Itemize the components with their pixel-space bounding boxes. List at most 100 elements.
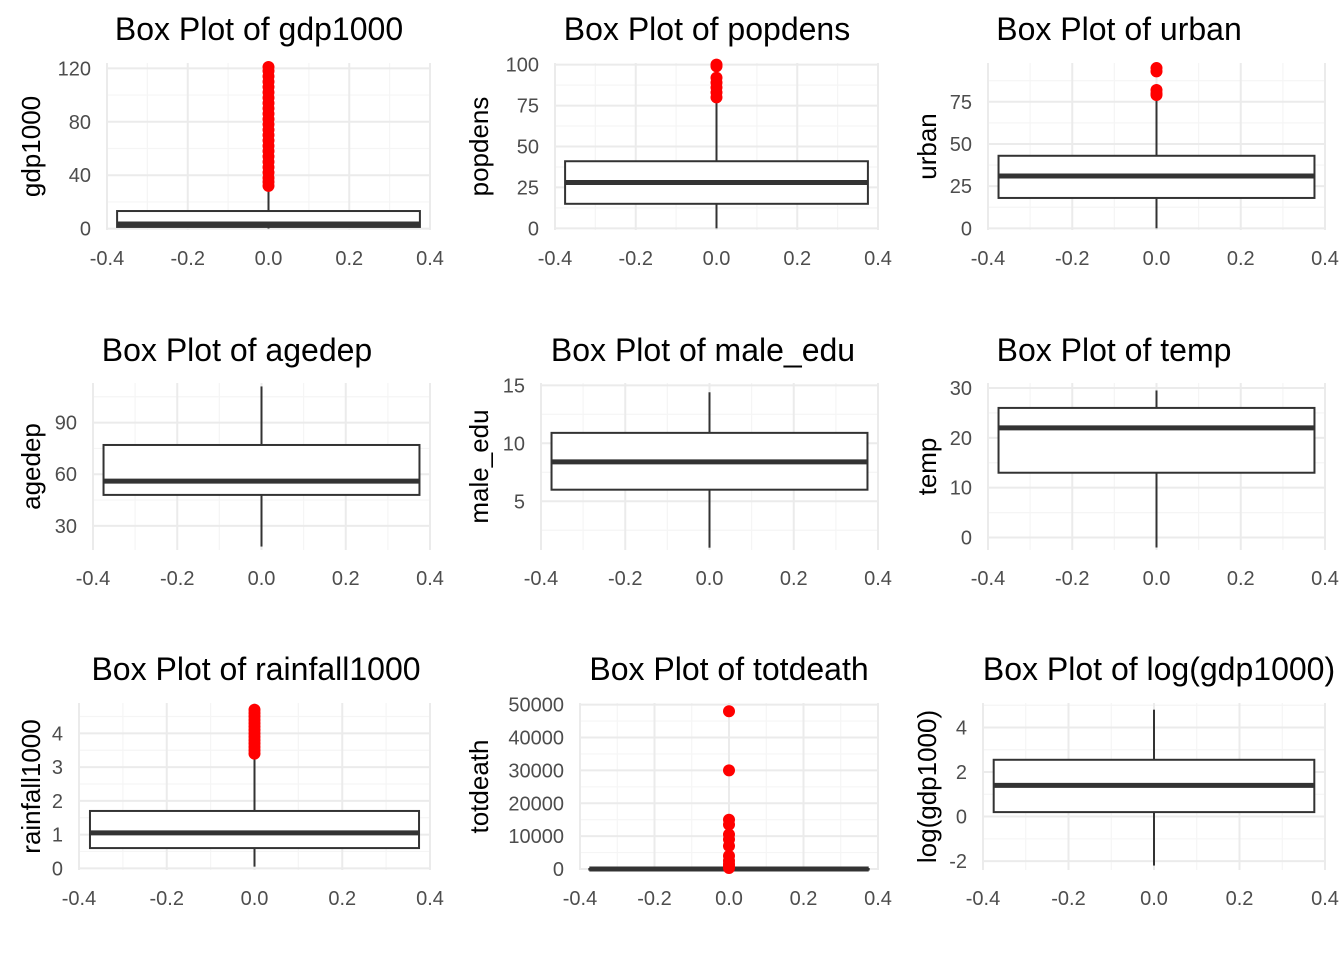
y-tick-label: 4 — [52, 723, 63, 745]
box — [88, 809, 421, 850]
x-tick-label: 0.2 — [780, 568, 808, 590]
x-tick-label: 0.4 — [1311, 248, 1339, 270]
x-tick-label: 0.0 — [1143, 248, 1171, 270]
x-tick-label: -0.2 — [619, 248, 653, 270]
y-tick-label: 80 — [69, 112, 91, 134]
y-tick-label: 50 — [950, 134, 972, 156]
y-tick-label: 0 — [961, 528, 972, 550]
y-axis-label: urban — [912, 113, 942, 180]
y-tick-label: 0 — [80, 219, 91, 241]
outlier-point — [723, 849, 735, 862]
box — [102, 443, 421, 496]
y-tick-label: 10000 — [508, 826, 564, 848]
x-tick-label: -0.2 — [608, 568, 642, 590]
y-axis-label: totdeath — [464, 740, 494, 834]
panel-title: Box Plot of male_edu — [551, 332, 855, 368]
y-tick-label: 30000 — [508, 760, 564, 782]
x-tick-label: -0.4 — [76, 568, 110, 590]
outlier-point — [1150, 62, 1163, 75]
y-tick-label: 0 — [528, 218, 539, 240]
y-axis-label: male_edu — [464, 409, 494, 523]
x-tick-label: -0.4 — [966, 888, 1000, 910]
x-tick-label: -0.4 — [563, 888, 597, 910]
y-axis-label: agedep — [16, 423, 46, 510]
x-tick-label: 0.4 — [864, 568, 892, 590]
x-tick-label: -0.2 — [1051, 888, 1085, 910]
y-axis-label: rainfall1000 — [16, 719, 46, 853]
y-tick-label: 25 — [517, 177, 539, 199]
y-tick-label: 0 — [553, 859, 564, 881]
panel-title: Box Plot of temp — [997, 332, 1232, 368]
y-tick-label: 4 — [956, 717, 967, 739]
x-tick-label: 0.0 — [715, 888, 743, 910]
x-tick-label: -0.4 — [971, 568, 1005, 590]
panel-4: -0.4 -0.2 0.0 0.2 0.4 30 60 90 agedep Box Plot of… — [16, 332, 444, 590]
x-tick-label: -0.4 — [971, 248, 1005, 270]
x-tick-label: 0.4 — [1311, 888, 1339, 910]
x-tick-label: -0.2 — [637, 888, 671, 910]
panel-3: -0.4 -0.2 0.0 0.2 0.4 0 25 50 75 urban Box Plot of… — [912, 11, 1339, 270]
x-tick-label: 0.4 — [416, 888, 444, 910]
y-tick-label: 20 — [950, 428, 972, 450]
x-tick-label: -0.4 — [90, 248, 124, 270]
y-tick-label: 100 — [506, 55, 539, 77]
y-tick-label: 75 — [517, 96, 539, 118]
x-tick-label: 0.2 — [332, 568, 360, 590]
panel-title: Box Plot of urban — [996, 11, 1241, 47]
x-tick-label: 0.2 — [783, 248, 811, 270]
y-tick-label: 5 — [514, 491, 525, 513]
x-tick-label: -0.4 — [538, 248, 572, 270]
panel-2: -0.4 -0.2 0.0 0.2 0.4 0 25 50 75 100 popdens Box Pl… — [464, 11, 892, 270]
x-tick-label: 0.0 — [1140, 888, 1168, 910]
y-tick-label: 20000 — [508, 793, 564, 815]
y-tick-label: 60 — [55, 464, 77, 486]
x-tick-label: -0.2 — [1055, 248, 1089, 270]
panel-8: -0.4 -0.2 0.0 0.2 0.4 0 10000 20000 30000 40000 50… — [464, 651, 892, 910]
x-tick-label: 0.2 — [790, 888, 818, 910]
panel-title: Box Plot of totdeath — [589, 651, 868, 687]
x-tick-label: 0.2 — [1227, 248, 1255, 270]
panel-1: -0.4 -0.2 0.0 0.2 0.4 0 40 80 120 gdp1000 Box Plot… — [16, 11, 444, 270]
outlier-point — [248, 703, 261, 716]
panel-title: Box Plot of gdp1000 — [115, 11, 403, 47]
panel-5: -0.4 -0.2 0.0 0.2 0.4 5 10 15 male_edu Box Plot o… — [464, 332, 892, 590]
x-tick-label: 0.2 — [328, 888, 356, 910]
x-tick-label: -0.4 — [524, 568, 558, 590]
x-tick-label: 0.0 — [703, 248, 731, 270]
x-tick-label: 0.0 — [255, 248, 283, 270]
y-axis-label: popdens — [464, 97, 494, 197]
x-tick-label: 0.0 — [248, 568, 276, 590]
x-tick-label: 0.0 — [696, 568, 724, 590]
y-tick-label: -2 — [949, 851, 967, 873]
y-tick-label: 15 — [503, 375, 525, 397]
y-tick-label: 0 — [52, 858, 63, 880]
y-tick-label: 0 — [961, 218, 972, 240]
y-tick-label: 50000 — [508, 695, 564, 717]
y-tick-label: 30 — [950, 378, 972, 400]
outlier-point — [723, 813, 735, 826]
y-tick-label: 40000 — [508, 728, 564, 750]
panel-7: -0.4 -0.2 0.0 0.2 0.4 0 1 2 3 4 rainfall1000 Box Pl… — [16, 651, 444, 910]
outlier-point — [262, 61, 275, 74]
x-tick-label: 0.2 — [335, 248, 363, 270]
outlier-point — [710, 71, 723, 84]
x-tick-label: 0.4 — [416, 568, 444, 590]
x-tick-label: 0.0 — [241, 888, 269, 910]
outlier-point — [723, 828, 735, 841]
y-tick-label: 10 — [503, 433, 525, 455]
panel-title: Box Plot of agedep — [102, 332, 372, 368]
panel-6: -0.4 -0.2 0.0 0.2 0.4 0 10 20 30 temp Box Plot of … — [912, 332, 1339, 590]
box — [997, 406, 1316, 474]
x-tick-label: 0.4 — [864, 888, 892, 910]
x-tick-label: 0.4 — [864, 248, 892, 270]
x-tick-label: -0.4 — [62, 888, 96, 910]
x-tick-label: -0.2 — [150, 888, 184, 910]
y-axis-label: temp — [912, 438, 942, 496]
x-tick-label: 0.0 — [1143, 568, 1171, 590]
panel-title: Box Plot of rainfall1000 — [91, 651, 420, 687]
y-tick-label: 75 — [950, 92, 972, 114]
outlier-point — [723, 705, 735, 718]
y-tick-label: 90 — [55, 413, 77, 435]
y-tick-label: 25 — [950, 176, 972, 198]
